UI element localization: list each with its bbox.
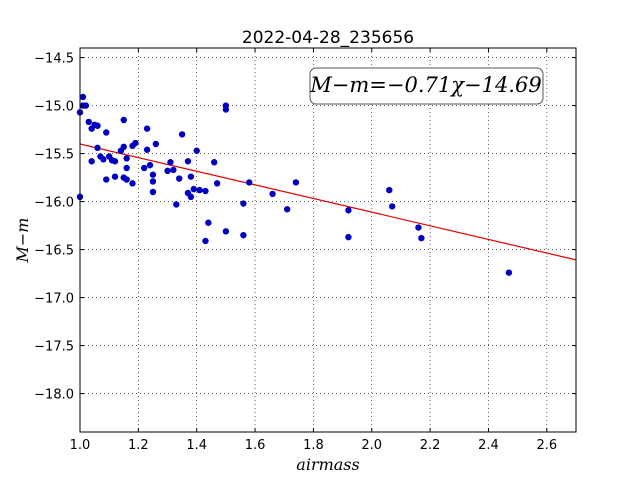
data-point <box>123 176 130 183</box>
data-point <box>345 207 352 214</box>
data-point <box>222 106 230 113</box>
data-point <box>149 171 157 178</box>
data-point <box>292 179 300 186</box>
data-point <box>388 203 396 210</box>
data-point <box>149 178 157 185</box>
data-point <box>167 159 174 166</box>
data-point <box>132 139 139 147</box>
data-point <box>415 224 422 231</box>
data-point <box>103 129 110 136</box>
data-point <box>193 147 200 154</box>
data-point <box>123 164 130 172</box>
x-tick-label: 2.4 <box>478 438 499 453</box>
data-point <box>149 188 157 196</box>
data-point <box>170 166 177 174</box>
fit-annotation-box <box>309 67 544 105</box>
x-tick-label: 1.8 <box>303 438 324 453</box>
data-point <box>196 186 203 194</box>
data-point <box>94 122 101 129</box>
data-point <box>283 206 291 213</box>
data-point <box>202 237 209 245</box>
y-tick-label: −15.0 <box>34 100 74 115</box>
fit-annotation: M−m=−0.71χ−14.69 <box>309 67 544 105</box>
data-point <box>202 187 209 195</box>
data-point <box>111 173 119 180</box>
y-tick-label: −16.5 <box>34 244 74 259</box>
x-tick-label: 1.6 <box>245 438 266 453</box>
data-point <box>100 156 107 163</box>
data-point <box>164 167 171 175</box>
data-point <box>190 185 197 193</box>
data-point <box>146 161 154 169</box>
axis-ticks: 1.0 1.2 1.4 1.6 1.8 2.0 2.2 2.4 2.6 −14.5 −15.0 −15… <box>34 48 576 453</box>
plot-frame <box>79 47 577 433</box>
data-point <box>88 158 95 165</box>
y-tick-label: −14.5 <box>34 52 74 67</box>
x-axis-label: airmass <box>296 455 359 474</box>
data-point <box>152 140 160 148</box>
x-tick-label: 2.0 <box>361 438 382 453</box>
y-tick-label: −16.0 <box>34 196 74 211</box>
data-point <box>94 144 101 152</box>
data-point <box>85 118 92 126</box>
x-tick-label: 1.0 <box>70 438 91 453</box>
data-point <box>103 176 110 183</box>
data-point <box>82 102 90 109</box>
fit-line <box>79 143 577 261</box>
fit-equation: M−m=−0.71χ−14.69 <box>309 73 541 97</box>
data-point <box>143 125 151 132</box>
x-tick-label: 1.2 <box>128 438 149 453</box>
data-point <box>120 143 127 151</box>
data-point <box>240 200 247 207</box>
data-point <box>505 269 513 276</box>
y-tick-label: −15.5 <box>34 148 74 163</box>
data-point <box>213 180 221 187</box>
data-point <box>205 219 212 226</box>
data-point <box>187 173 195 180</box>
y-tick-label: −17.5 <box>34 340 74 355</box>
data-point <box>129 180 136 187</box>
x-tick-label: 1.4 <box>186 438 207 453</box>
data-point <box>184 158 192 165</box>
data-point <box>187 193 195 200</box>
data-points <box>76 93 513 276</box>
data-point <box>140 164 148 172</box>
data-point <box>79 93 87 101</box>
fit-line-layer <box>79 143 577 261</box>
data-point <box>111 158 119 165</box>
data-point <box>246 179 253 186</box>
data-point <box>386 186 393 194</box>
data-point <box>240 232 247 239</box>
data-point <box>269 190 276 198</box>
data-point <box>143 146 151 153</box>
data-point <box>222 228 230 235</box>
x-tick-label: 2.2 <box>420 438 441 453</box>
chart-title: 2022-04-28_235656 <box>242 28 414 48</box>
grid <box>80 48 576 432</box>
data-point <box>123 155 130 162</box>
data-point <box>120 116 127 124</box>
y-axis-label: M−m <box>13 218 32 264</box>
x-tick-label: 2.6 <box>536 438 557 453</box>
data-point <box>418 234 425 242</box>
data-point <box>173 201 180 208</box>
data-point <box>211 159 218 166</box>
y-tick-label: −18.0 <box>34 388 74 403</box>
data-point <box>345 233 352 241</box>
y-tick-label: −17.0 <box>34 292 74 307</box>
data-point <box>176 175 183 182</box>
data-point <box>178 131 186 138</box>
